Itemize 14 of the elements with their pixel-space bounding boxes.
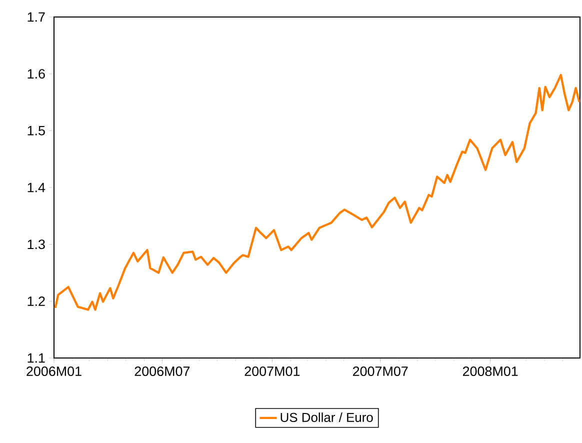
x-tick-label: 2007M01 <box>244 366 300 376</box>
y-tick-label: 1.2 <box>28 296 45 306</box>
x-tick-label: 2006M07 <box>134 366 190 376</box>
line-series <box>54 74 580 311</box>
legend-label: US Dollar / Euro <box>280 412 373 422</box>
y-tick-label: 1.1 <box>28 353 45 363</box>
y-tick-label: 1.5 <box>28 126 45 136</box>
x-tick-label: 2008M01 <box>462 366 518 376</box>
y-tick-label: 1.3 <box>28 240 45 250</box>
y-tick-label: 1.6 <box>28 69 45 79</box>
y-tick-label: 1.7 <box>28 12 45 22</box>
y-tick-label: 1.4 <box>28 182 46 192</box>
x-tick-label: 2007M07 <box>352 366 408 376</box>
x-tick-label: 2006M01 <box>26 366 82 376</box>
